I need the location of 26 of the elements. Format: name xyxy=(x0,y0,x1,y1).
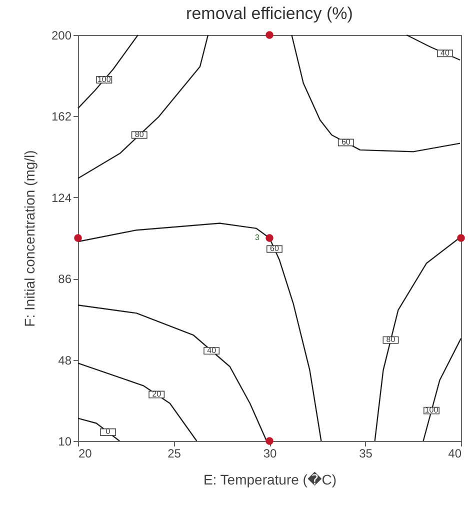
series-label: 100 xyxy=(424,406,439,415)
x-tick-label: 35 xyxy=(359,446,373,460)
x-tick-label: 20 xyxy=(78,446,92,460)
chart-title: removal efficiency (%) xyxy=(186,4,353,23)
series-label: 0 xyxy=(106,427,111,436)
text: 40 xyxy=(440,48,450,58)
series-label: 40 xyxy=(207,346,217,355)
y-tick-label: 200 xyxy=(51,28,72,42)
x-tick-label: 30 xyxy=(263,446,277,460)
line-series xyxy=(77,362,198,442)
y-tick-label: 48 xyxy=(58,353,72,368)
series-label: 80 xyxy=(386,335,396,344)
series-label: 20 xyxy=(152,390,162,399)
text: 100 xyxy=(97,74,111,84)
series-label: 60 xyxy=(270,244,280,254)
y-tick-label: 86 xyxy=(58,272,72,286)
text: 60 xyxy=(341,137,350,146)
y-tick-label: 162 xyxy=(51,110,72,124)
annotation: 3 xyxy=(255,233,260,242)
x-axis-title: E: Temperature (�C) xyxy=(203,472,337,488)
text: 80 xyxy=(134,130,144,140)
x-tick-label: 25 xyxy=(168,446,182,460)
y-tick-label: 124 xyxy=(51,190,72,205)
x-tick-label: 40 xyxy=(448,446,462,460)
y-axis-title: F: Initial concentration (mg/l) xyxy=(21,150,38,327)
y-tick-label: 10 xyxy=(58,434,72,448)
